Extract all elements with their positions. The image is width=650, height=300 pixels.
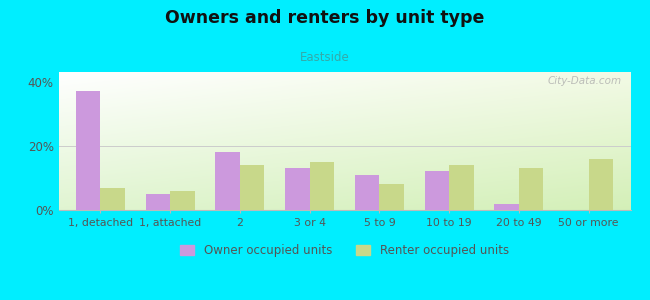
Text: Eastside: Eastside xyxy=(300,51,350,64)
Bar xyxy=(170,191,194,210)
Bar xyxy=(240,165,265,210)
Bar xyxy=(76,91,100,210)
Bar xyxy=(589,159,613,210)
Bar xyxy=(424,172,449,210)
Bar xyxy=(100,188,125,210)
Bar xyxy=(309,162,334,210)
Text: City-Data.com: City-Data.com xyxy=(548,76,622,86)
Text: Owners and renters by unit type: Owners and renters by unit type xyxy=(165,9,485,27)
Bar xyxy=(285,168,309,210)
Bar xyxy=(215,152,240,210)
Legend: Owner occupied units, Renter occupied units: Owner occupied units, Renter occupied un… xyxy=(176,240,514,262)
Bar xyxy=(355,175,380,210)
Bar xyxy=(146,194,170,210)
Bar xyxy=(519,168,543,210)
Bar xyxy=(380,184,404,210)
Bar xyxy=(449,165,474,210)
Bar xyxy=(495,204,519,210)
